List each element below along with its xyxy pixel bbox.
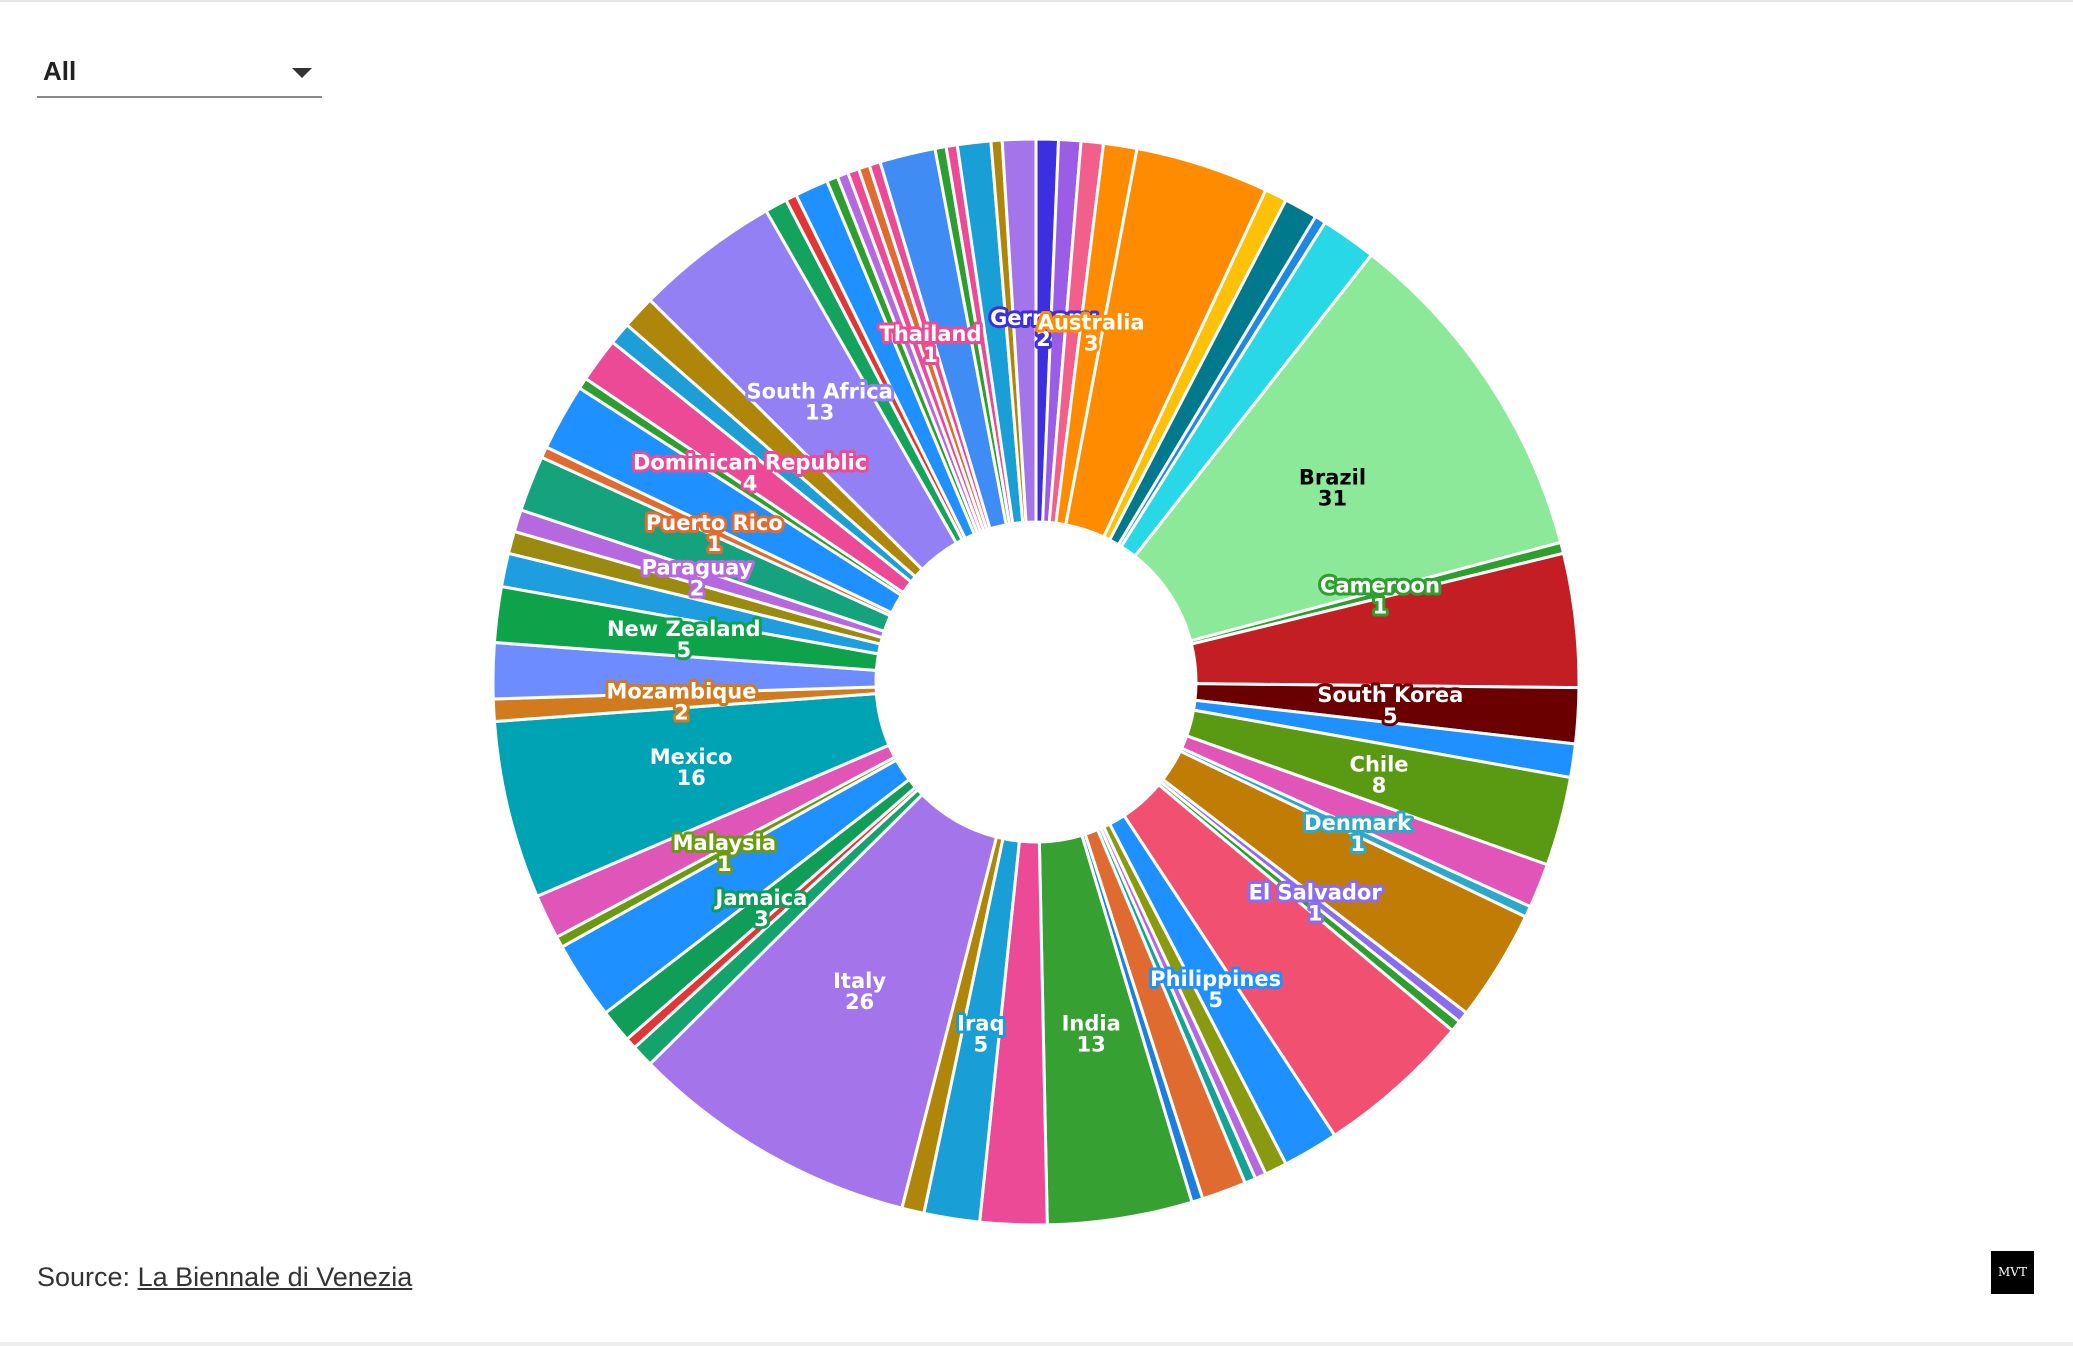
donut-labels: Germany2Australia3Brazil31Cameroon1South… [603, 303, 1466, 1060]
slice-value-label: 3 [754, 907, 769, 931]
slice-label: South Korea [1317, 683, 1463, 707]
slice-label: Cameroon [1320, 573, 1440, 597]
publisher-logo: MVT [1991, 1251, 2034, 1294]
slice-label: Mexico [650, 745, 733, 769]
bottom-divider [0, 1342, 2073, 1346]
slice-value-label: 13 [1077, 1033, 1106, 1057]
slice-label: Jamaica [714, 886, 808, 910]
slice-value-label: 2 [674, 700, 689, 724]
slice-label: South Africa [746, 380, 892, 404]
slice-label: Dominican Republic [633, 451, 867, 475]
slice-value-label: 8 [1372, 773, 1387, 797]
source-prefix: Source: [37, 1262, 138, 1292]
slice-value-label: 5 [676, 638, 691, 662]
slice-value-label: 1 [1308, 901, 1323, 925]
caret-down-icon [292, 68, 312, 78]
slice-value-label: 26 [845, 990, 874, 1014]
slice-label: New Zealand [607, 617, 761, 641]
slice-label: Malaysia [673, 831, 776, 855]
slice-label: Philippines [1150, 967, 1281, 991]
source-link[interactable]: La Biennale di Venezia [137, 1262, 413, 1292]
filter-selected-value: All [43, 56, 77, 86]
top-divider [0, 0, 2073, 2]
slice-label: Puerto Rico [646, 511, 783, 535]
slice-value-label: 16 [676, 766, 705, 790]
slice-label: Australia [1038, 310, 1145, 334]
filter-dropdown[interactable]: All [37, 42, 322, 98]
slice-value-label: 31 [1318, 487, 1347, 511]
slice-label: Italy [833, 969, 886, 993]
slice-value-label: 1 [1350, 832, 1365, 856]
slice-value-label: 5 [974, 1033, 989, 1057]
source-note: Source: La Biennale di Venezia [37, 1262, 412, 1293]
slice-value-label: 2 [690, 577, 705, 601]
slice-label: Germany [990, 306, 1097, 330]
slice-value-label: 1 [923, 343, 938, 367]
slice-label: El Salvador [1249, 880, 1383, 904]
slice-label: Paraguay [642, 556, 753, 580]
slice-value-label: 3 [1084, 331, 1099, 355]
slice-brazil[interactable] [1132, 252, 1563, 643]
slice-unlabeled-66[interactable] [1000, 137, 1038, 524]
slice-value-label: 4 [743, 472, 758, 496]
slice-label: Thailand [880, 322, 982, 346]
slice-value-label: 1 [717, 852, 732, 876]
slice-value-label: 2 [1036, 327, 1051, 351]
slice-value-label: 5 [1383, 704, 1398, 728]
slice-value-label: 1 [707, 532, 722, 556]
slice-label: Chile [1350, 752, 1409, 776]
donut-slices [491, 137, 1581, 1227]
slice-value-label: 5 [1208, 988, 1223, 1012]
slice-label: India [1062, 1012, 1121, 1036]
slice-label: Denmark [1304, 811, 1412, 835]
slice-value-label: 1 [1373, 594, 1388, 618]
slice-italy[interactable] [647, 792, 999, 1210]
slice-label: Brazil [1299, 466, 1366, 490]
slice-label: Mozambique [606, 679, 756, 703]
slice-label: Iraq [957, 1012, 1004, 1036]
slice-value-label: 13 [805, 401, 834, 425]
